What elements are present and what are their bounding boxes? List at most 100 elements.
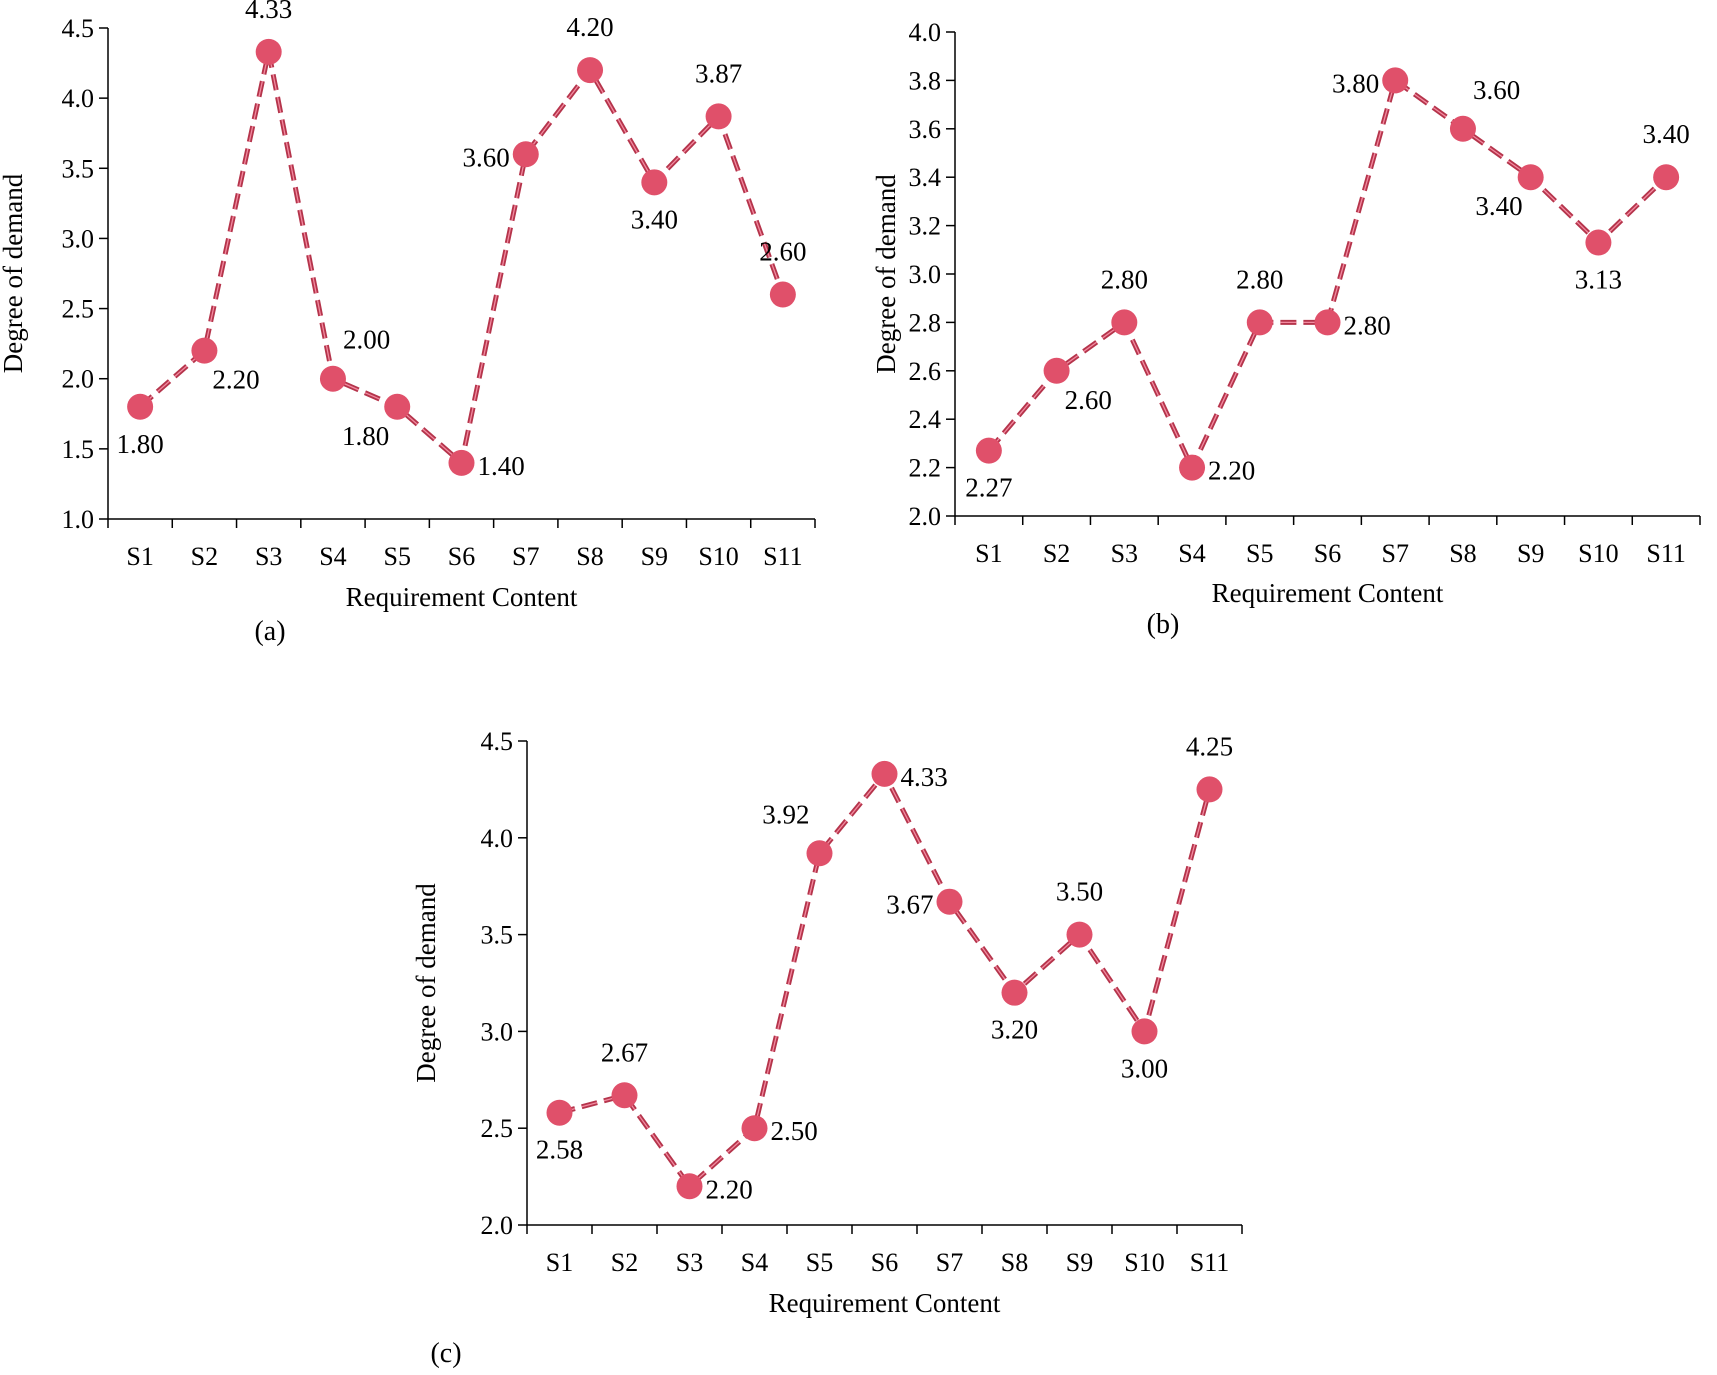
x-tick-label: S3	[676, 1248, 703, 1277]
panel-label: (b)	[1147, 609, 1180, 640]
data-point-s6	[448, 449, 475, 476]
data-point-s5	[384, 393, 411, 420]
y-tick-label: 2.0	[909, 502, 942, 531]
data-point-s11	[769, 281, 796, 308]
data-label: 3.87	[695, 58, 742, 88]
x-tick-label: S11	[1190, 1248, 1230, 1277]
data-point-s4	[1179, 454, 1206, 481]
y-tick-label: 2.5	[481, 1114, 514, 1143]
chart-panel-b: 2.0 2.2 2.4 2.6 2.8 3.0 3.2 3.4 3.6 3.8 4.0 S1 S2 S3 S…	[871, 18, 1701, 640]
x-tick-label: S6	[1314, 539, 1341, 568]
y-tick-label: 3.0	[481, 1017, 514, 1046]
x-tick-label: S10	[1124, 1248, 1164, 1277]
x-tick-label: S2	[611, 1248, 638, 1277]
panel-label: (a)	[254, 616, 285, 647]
data-label: 2.60	[1065, 385, 1112, 415]
x-tick-label: S3	[1111, 539, 1138, 568]
x-axis-title: Requirement Content	[769, 1288, 1001, 1318]
x-tick-label: S9	[1517, 539, 1544, 568]
y-axis-title: Degree of demand	[871, 174, 901, 374]
x-tick-label: S8	[1001, 1248, 1028, 1277]
series-line	[138, 49, 786, 466]
y-tick-label: 2.0	[481, 1211, 514, 1240]
y-tick-label: 2.6	[909, 357, 942, 386]
data-point-s7	[936, 888, 963, 915]
data-label: 1.80	[117, 429, 164, 459]
data-point-s8	[1449, 115, 1476, 142]
data-label: 2.80	[1101, 264, 1148, 294]
data-label: 4.20	[566, 12, 613, 42]
data-point-s7	[512, 141, 539, 168]
data-label: 3.20	[991, 1015, 1038, 1045]
x-tick-label: S7	[512, 542, 539, 571]
y-tick-label: 4.5	[62, 14, 95, 43]
data-label: 3.40	[1475, 191, 1522, 221]
data-point-s10	[1585, 229, 1612, 256]
x-tick-label: S9	[1066, 1248, 1093, 1277]
y-tick-label: 3.2	[909, 212, 942, 241]
x-tick-label: S10	[1578, 539, 1618, 568]
x-tick-label: S5	[1246, 539, 1273, 568]
data-label: 3.00	[1121, 1053, 1168, 1083]
data-point-s9	[641, 169, 668, 196]
data-point-s6	[1314, 309, 1341, 336]
x-tick-label: S11	[1646, 539, 1686, 568]
data-point-s8	[577, 57, 604, 84]
data-point-s4	[741, 1115, 768, 1142]
x-tick-label: S2	[191, 542, 218, 571]
data-label: 2.80	[1236, 264, 1283, 294]
x-tick-label: S7	[1381, 539, 1408, 568]
data-label: 2.20	[1208, 456, 1255, 486]
data-label: 3.50	[1056, 877, 1103, 907]
x-tick-label: S10	[698, 542, 738, 571]
chart-panel-a: 1.0 1.5 2.0 2.5 3.0 3.5 4.0 4.5 S1 S2 S3 S4 S5 S6 S7 S8…	[0, 0, 816, 647]
x-tick-label: S2	[1043, 539, 1070, 568]
y-tick-label: 2.0	[62, 365, 95, 394]
data-label: 3.92	[762, 799, 809, 829]
data-point-s5	[806, 840, 833, 867]
x-axis-title: Requirement Content	[346, 582, 578, 612]
x-tick-label: S6	[871, 1248, 898, 1277]
data-point-s2	[611, 1082, 638, 1109]
data-point-s1	[127, 393, 154, 420]
y-tick-label: 2.2	[909, 454, 942, 483]
x-tick-label: S3	[255, 542, 282, 571]
x-tick-label: S8	[576, 542, 603, 571]
data-point-s1	[975, 437, 1002, 464]
x-tick-label: S4	[319, 542, 346, 571]
x-tick-label: S8	[1449, 539, 1476, 568]
y-tick-label: 3.5	[62, 154, 95, 183]
y-tick-label: 2.8	[909, 308, 942, 337]
series-line	[558, 771, 1212, 1189]
data-label: 2.20	[706, 1174, 753, 1204]
data-point-s10	[705, 103, 732, 130]
x-tick-label: S7	[936, 1248, 963, 1277]
data-label: 2.80	[1344, 310, 1391, 340]
chart-panel-c: 2.0 2.5 3.0 3.5 4.0 4.5 S1 S2 S3 S4 S5 S6 S7 S8 S9 S10 S…	[411, 727, 1243, 1369]
data-label: 4.33	[901, 762, 948, 792]
data-label: 3.40	[631, 204, 678, 234]
data-point-s2	[191, 337, 218, 364]
data-label: 2.27	[965, 473, 1012, 503]
y-tick-label: 3.5	[481, 921, 514, 950]
y-tick-label: 3.0	[62, 224, 95, 253]
data-label: 3.13	[1575, 265, 1622, 295]
y-tick-label: 1.5	[62, 435, 95, 464]
y-tick-label: 3.8	[909, 66, 942, 95]
data-point-s10	[1131, 1018, 1158, 1045]
x-tick-label: S1	[975, 539, 1002, 568]
data-point-s4	[319, 365, 346, 392]
y-tick-label: 1.0	[62, 505, 95, 534]
data-point-s3	[1111, 309, 1138, 336]
data-label: 3.60	[463, 142, 510, 172]
y-tick-label: 3.4	[909, 163, 942, 192]
y-tick-label: 3.6	[909, 115, 942, 144]
x-tick-label: S9	[641, 542, 668, 571]
data-label: 2.00	[343, 325, 390, 355]
x-tick-label: S11	[763, 542, 803, 571]
data-label: 4.25	[1186, 731, 1233, 761]
data-point-s7	[1382, 67, 1409, 94]
panel-label: (c)	[430, 1338, 461, 1369]
data-point-s6	[871, 760, 898, 787]
